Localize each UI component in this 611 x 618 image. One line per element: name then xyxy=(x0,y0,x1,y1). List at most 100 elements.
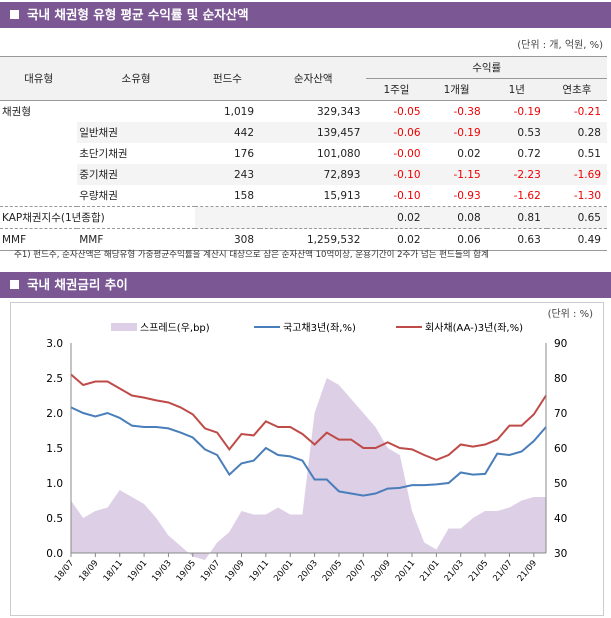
col-nav: 순자산액 xyxy=(260,56,367,101)
cell-y1: -1.62 xyxy=(513,189,541,202)
right-tick-label: 40 xyxy=(554,513,567,525)
section-title: 국내 채권금리 추이 xyxy=(27,277,128,292)
govt-3y-line xyxy=(70,406,547,497)
table-row: 채권형 1,019 329,343 -0.05 -0.38 -0.19 -0.21 xyxy=(0,101,607,123)
cell-m1: 0.02 xyxy=(457,147,481,160)
x-tick-label: 20/07 xyxy=(345,559,368,584)
chart-container: (단위 : %) 3.0 2.5 2.0 1.5 1.0 0.5 0.0 90 80 70 60 50 4… xyxy=(10,302,604,616)
cell-ytd: -1.69 xyxy=(546,164,607,185)
cell-minor xyxy=(77,101,195,123)
cell-m1: -0.38 xyxy=(453,105,481,118)
cell-nav: 72,893 xyxy=(260,164,367,185)
right-tick-label: 90 xyxy=(554,338,567,350)
x-tick-label: 21/07 xyxy=(491,559,514,584)
cell-y1: 0.63 xyxy=(517,233,541,246)
cell-nav: 139,457 xyxy=(260,122,367,143)
right-tick-label: 80 xyxy=(554,373,567,385)
table-row: MMF MMF 308 1,259,532 0.02 0.06 0.63 0.49 xyxy=(0,228,607,251)
left-tick-label: 2.0 xyxy=(46,408,63,420)
cell-m1: -0.93 xyxy=(453,189,481,202)
col-ytd: 연초후 xyxy=(546,78,607,101)
cell-funds: 158 xyxy=(234,189,255,202)
cell-w1: -0.10 xyxy=(393,189,421,202)
cell-funds: 442 xyxy=(194,122,261,143)
cell-ytd: -0.21 xyxy=(573,105,601,118)
cell-major xyxy=(0,164,77,185)
x-tick-label: 21/09 xyxy=(516,559,539,584)
cell-funds xyxy=(194,206,261,229)
left-tick-label: 0.5 xyxy=(46,513,63,525)
cell-major: KAP채권지수(1년종합) xyxy=(2,212,105,224)
cell-w1: -0.10 xyxy=(366,164,427,185)
x-tick-label: 19/07 xyxy=(199,559,222,584)
col-1m: 1개월 xyxy=(426,78,487,101)
x-tick-label: 20/09 xyxy=(370,559,393,584)
cell-ytd: 0.49 xyxy=(577,233,601,246)
cell-minor: 초단기채권 xyxy=(79,148,128,160)
cell-ytd: -1.30 xyxy=(573,189,601,202)
left-tick-label: 3.0 xyxy=(46,338,63,350)
x-tick-label: 19/05 xyxy=(175,559,198,584)
cell-funds: 308 xyxy=(234,233,255,246)
table-row: 일반채권 442 139,457 -0.06 -0.19 0.53 0.28 xyxy=(0,122,607,143)
table-row: 우량채권 158 15,913 -0.10 -0.93 -1.62 -1.30 xyxy=(0,185,607,207)
cell-y1: -2.23 xyxy=(486,164,547,185)
cell-funds: 176 xyxy=(234,147,255,160)
rates-chart: (단위 : %) 3.0 2.5 2.0 1.5 1.0 0.5 0.0 90 80 70 60 50 4… xyxy=(46,307,594,584)
chart-unit: (단위 : %) xyxy=(548,307,594,320)
cell-y1: -0.19 xyxy=(513,105,541,118)
cell-m1: 0.08 xyxy=(426,206,487,229)
cell-w1: -0.00 xyxy=(393,147,421,160)
cell-nav: 329,343 xyxy=(317,105,361,118)
unit-label: (단위 : 개, 억원, %) xyxy=(517,40,603,51)
cell-major xyxy=(0,185,77,207)
cell-major: 채권형 xyxy=(2,106,31,118)
left-tick-label: 2.5 xyxy=(46,373,63,385)
left-tick-label: 0.0 xyxy=(46,548,63,560)
cell-major xyxy=(0,143,77,164)
x-tick-label: 20/11 xyxy=(394,559,417,584)
cell-major: MMF xyxy=(2,233,27,246)
table-row: KAP채권지수(1년종합) 0.02 0.08 0.81 0.65 xyxy=(0,206,607,229)
cell-major xyxy=(0,122,77,143)
right-tick-label: 30 xyxy=(554,548,567,560)
right-tick-label: 70 xyxy=(554,408,567,420)
legend-label: 국고채3년(좌,%) xyxy=(283,322,356,334)
cell-ytd: 0.65 xyxy=(546,206,607,229)
cell-nav: 101,080 xyxy=(317,147,361,160)
right-tick-label: 50 xyxy=(554,478,567,490)
x-tick-label: 18/07 xyxy=(53,559,76,584)
cell-w1: -0.06 xyxy=(366,122,427,143)
cell-m1: -0.19 xyxy=(426,122,487,143)
legend-label: 회사채(AA-)3년(좌,%) xyxy=(425,322,523,334)
cell-w1: 0.02 xyxy=(397,233,421,246)
x-tick-label: 20/03 xyxy=(296,559,319,584)
footnote: 주1) 펀드수, 순자산액은 해당유형 가중평균수익률을 계산시 대상으로 삼은… xyxy=(14,250,489,260)
col-returns: 수익률 xyxy=(366,56,607,79)
x-tick-label: 21/03 xyxy=(443,559,466,584)
x-tick-label: 20/05 xyxy=(321,559,344,584)
returns-table: 대유형 소유형 펀드수 순자산액 수익률 1주일 1개월 1년 연초후 채권형 1,019 329… xyxy=(0,56,607,251)
cell-minor: 중기채권 xyxy=(77,164,195,185)
col-minor: 소유형 xyxy=(77,56,195,101)
cell-minor: 일반채권 xyxy=(77,122,195,143)
cell-y1: 0.53 xyxy=(486,122,547,143)
table-row: 중기채권 243 72,893 -0.10 -1.15 -2.23 -1.69 xyxy=(0,164,607,185)
col-1y: 1년 xyxy=(486,78,547,101)
right-tick-label: 60 xyxy=(554,443,567,455)
x-tick-label: 18/09 xyxy=(77,559,100,584)
col-funds: 펀드수 xyxy=(194,56,261,101)
x-tick-label: 21/05 xyxy=(467,559,490,584)
x-tick-label: 19/11 xyxy=(248,559,271,584)
cell-nav xyxy=(260,206,367,229)
cell-ytd: 0.28 xyxy=(546,122,607,143)
x-tick-label: 20/01 xyxy=(272,559,295,584)
corp-aa-3y-line xyxy=(70,373,547,461)
cell-nav: 1,259,532 xyxy=(306,233,361,246)
section-title: 국내 채권형 유형 평균 수익률 및 순자산액 xyxy=(27,7,249,22)
section-header-returns: 국내 채권형 유형 평균 수익률 및 순자산액 xyxy=(0,2,611,28)
cell-nav: 15,913 xyxy=(323,189,361,202)
col-major: 대유형 xyxy=(0,56,78,101)
cell-funds: 243 xyxy=(194,164,261,185)
cell-w1: -0.05 xyxy=(393,105,421,118)
